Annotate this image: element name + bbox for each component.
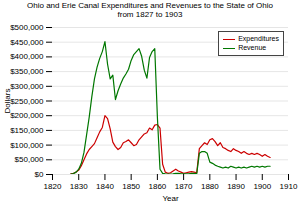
html-text:Expenditures: Expenditures: [238, 35, 279, 43]
svg-text:1910: 1910: [280, 183, 298, 192]
svg-text:Dollars: Dollars: [3, 89, 12, 114]
svg-text:$0: $0: [35, 170, 44, 179]
svg-text:$200,000: $200,000: [10, 112, 44, 121]
svg-text:1860: 1860: [148, 183, 166, 192]
svg-text:1820: 1820: [44, 183, 62, 192]
svg-text:1850: 1850: [122, 183, 140, 192]
html-text:Ohio and Erie Canal Expenditur: Ohio and Erie Canal Expenditures and Rev…: [27, 1, 273, 20]
svg-text:$250,000: $250,000: [10, 97, 44, 106]
html-text:Revenue: Revenue: [238, 44, 267, 52]
svg-text:$100,000: $100,000: [10, 141, 44, 150]
svg-text:$50,000: $50,000: [15, 156, 44, 165]
svg-text:1890: 1890: [227, 183, 245, 192]
svg-text:1900: 1900: [253, 183, 271, 192]
svg-text:1870: 1870: [175, 183, 193, 192]
svg-text:$400,000: $400,000: [10, 53, 44, 62]
svg-text:1830: 1830: [70, 183, 88, 192]
svg-text:$150,000: $150,000: [10, 126, 44, 135]
svg-text:$300,000: $300,000: [10, 82, 44, 91]
svg-text:$450,000: $450,000: [10, 38, 44, 47]
svg-text:Year: Year: [162, 194, 179, 203]
svg-text:1880: 1880: [201, 183, 219, 192]
svg-text:$350,000: $350,000: [10, 68, 44, 77]
svg-text:$500,000: $500,000: [10, 23, 44, 32]
svg-text:1840: 1840: [96, 183, 114, 192]
